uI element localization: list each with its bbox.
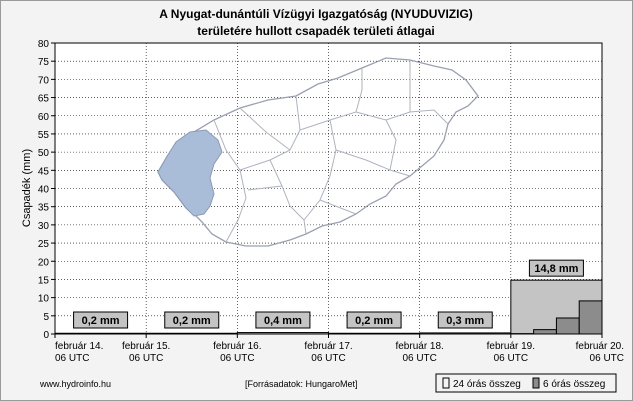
data-source: [Forrásadatok: HungaroMet] (245, 379, 358, 389)
daily-value-text: 0,2 mm (355, 315, 393, 327)
x-tick-time: 06 UTC (129, 353, 163, 364)
x-tick-time: 06 UTC (311, 353, 345, 364)
daily-value-label: 14,8 mm (528, 259, 584, 277)
y-tick-label: 15 (38, 275, 50, 286)
daily-value-label: 0,2 mm (346, 311, 402, 329)
daily-value-text: 0,2 mm (173, 315, 211, 327)
grid-lines (55, 43, 602, 334)
daily-labels: 0,2 mm 0,2 mm 0,4 mm 0,2 mm 0,3 mm 14,8 mm (73, 259, 584, 329)
legend-swatch-6h (532, 377, 540, 389)
six-hour-bar (555, 317, 580, 335)
daily-bar (419, 332, 512, 335)
daily-value-label: 0,3 mm (437, 311, 493, 329)
legend: 24 órás összeg 6 órás összeg (435, 373, 617, 393)
daily-value-text: 0,3 mm (446, 315, 484, 327)
x-tick-date: február 18. (395, 341, 443, 352)
y-tick-label: 40 (38, 185, 50, 196)
website-link[interactable]: www.hydroinfo.hu (39, 379, 111, 389)
daily-value-text: 0,4 mm (264, 315, 302, 327)
x-tick-date: február 15. (122, 341, 170, 352)
y-axis-ticks: 0 5 10 15 20 25 30 35 40 45 50 55 60 65 70 75 80 (38, 39, 55, 341)
y-tick-label: 45 (38, 166, 50, 177)
y-tick-label: 60 (38, 112, 50, 123)
daily-bar (145, 332, 238, 335)
chart-title: A Nyugat-dunántúli Vízügyi Igazgatóság (… (159, 7, 473, 21)
six-hour-bar (578, 300, 603, 335)
daily-value-box (437, 311, 493, 329)
y-tick-label: 35 (38, 203, 50, 214)
y-tick-label: 80 (38, 39, 50, 50)
y-tick-label: 20 (38, 257, 50, 268)
legend-swatch-24h (442, 377, 450, 389)
daily-value-box (73, 311, 129, 329)
daily-bar (236, 332, 329, 335)
legend-label-24h: 24 órás összeg (453, 379, 521, 390)
nyuduvizig-region (157, 129, 223, 217)
country-outline (157, 57, 479, 247)
daily-value-box (255, 311, 311, 329)
y-tick-label: 30 (38, 221, 50, 232)
y-tick-label: 0 (43, 330, 49, 341)
y-tick-label: 5 (43, 312, 49, 323)
chart-subtitle: területére hullott csapadék területi átl… (197, 24, 434, 38)
daily-value-label: 0,2 mm (73, 311, 129, 329)
daily-bar (328, 332, 421, 335)
y-axis-label: Csapadék (mm) (21, 149, 33, 227)
x-tick-date: február 16. (213, 341, 261, 352)
x-tick-time: 06 UTC (590, 353, 624, 364)
legend-box (435, 373, 617, 393)
x-tick-date: február 14. (55, 341, 103, 352)
x-tick-date: február 20. (576, 341, 624, 352)
y-tick-label: 75 (38, 57, 50, 68)
x-tick-time: 06 UTC (402, 353, 436, 364)
x-tick-date: február 17. (304, 341, 352, 352)
daily-value-box (528, 259, 584, 277)
y-tick-label: 65 (38, 94, 50, 105)
y-tick-label: 25 (38, 239, 50, 250)
x-tick-time: 06 UTC (55, 353, 89, 364)
x-tick-time: 06 UTC (494, 353, 528, 364)
daily-bar (54, 332, 147, 335)
x-tick-time: 06 UTC (220, 353, 254, 364)
legend-label-6h: 6 órás összeg (543, 379, 605, 390)
y-tick-label: 70 (38, 75, 50, 86)
county-borders (213, 60, 449, 243)
daily-value-text: 0,2 mm (82, 315, 120, 327)
y-tick-label: 50 (38, 148, 50, 159)
six-hour-bars (510, 300, 603, 335)
daily-value-label: 0,4 mm (255, 311, 311, 329)
daily-value-box (346, 311, 402, 329)
daily-value-label: 0,2 mm (164, 311, 220, 329)
hungary-map (157, 57, 479, 247)
daily-value-text: 14,8 mm (534, 263, 578, 275)
y-tick-label: 10 (38, 294, 50, 305)
y-tick-label: 55 (38, 130, 50, 141)
six-hour-bar (533, 329, 557, 335)
daily-value-box (164, 311, 220, 329)
x-tick-date: február 19. (487, 341, 535, 352)
